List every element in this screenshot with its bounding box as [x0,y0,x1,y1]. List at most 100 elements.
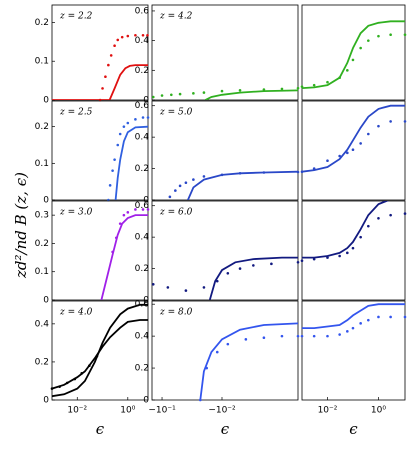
data-point [113,44,116,48]
curve [199,322,298,400]
curve [302,201,389,259]
data-point [280,87,284,91]
x-axis-label: ϵ [96,420,105,438]
curve [52,64,148,100]
data-point [166,286,170,289]
data-point [199,398,202,402]
data-point [146,116,150,119]
data-point [403,120,407,123]
data-point [88,364,91,368]
data-point [312,83,316,87]
data-point [300,170,304,174]
data-point [226,342,230,346]
panel-frame [301,100,406,201]
data-point [296,86,300,90]
y-tick-label: 0 [143,296,149,306]
data-point [118,132,122,136]
curve [208,256,298,300]
data-point [65,381,69,385]
data-point [126,121,130,125]
data-point [58,385,61,388]
data-point [244,338,248,341]
data-point [95,354,99,358]
y-tick-label: 0.4 [35,319,50,329]
data-point [120,35,124,39]
data-point [118,222,122,225]
data-point [109,54,113,57]
y-tick-label: 0.2 [135,264,149,274]
annotation: z = 3.0 [59,208,93,218]
data-point [300,334,304,338]
data-point [170,93,173,97]
data-point [134,208,137,211]
data-point [174,189,177,192]
curve [52,303,148,398]
curve [52,319,148,390]
curve [302,20,405,89]
data-point [178,184,182,188]
data-point [326,159,329,163]
x-axis-label: ϵ [349,420,358,438]
data-point [296,334,300,338]
y-tick-label: 0 [143,196,149,206]
data-point [351,148,355,152]
data-point [351,58,355,62]
x-tick-label: −10⁻² [208,406,236,416]
data-point [346,151,349,155]
data-point [113,158,116,161]
y-tick-label: 0.6 [135,201,150,211]
data-point [168,195,172,199]
panel-frame [151,300,299,401]
x-tick-label: 10⁰ [120,406,135,416]
data-point [312,167,316,170]
data-point [134,33,137,37]
data-point [346,69,349,72]
y-axis-label: zd²/nd B (z, ϵ) [12,172,30,279]
data-point [220,173,224,177]
annotation: z = 8.0 [159,308,193,318]
y-tick-label: 0.1 [35,159,49,169]
y-tick-label: 0.4 [135,332,150,342]
data-point [377,315,380,319]
y-tick-label: 0.2 [35,122,49,132]
y-tick-label: 0 [143,396,149,406]
annotation: z = 6.0 [159,208,193,218]
data-point [326,80,329,84]
data-point [389,315,392,319]
y-tick-label: 0.4 [135,36,150,46]
panel-frame [51,100,149,201]
data-point [359,322,362,325]
data-point [312,257,316,261]
y-tick-label: 0.6 [135,101,150,111]
data-point [184,289,188,292]
data-point [262,88,266,91]
data-point [377,216,380,220]
y-tick-label: 0.3 [35,211,49,221]
y-tick-label: 0.2 [135,66,149,76]
x-tick-label: 10⁻² [67,406,87,416]
y-tick-label: 0.2 [35,357,49,367]
panel-frame [301,200,406,301]
x-tick-label: −10⁻¹ [148,406,176,416]
y-tick-label: 0 [43,196,49,206]
data-point [202,175,206,178]
data-point [101,87,104,90]
annotation: z = 4.0 [59,308,93,318]
data-point [238,267,242,270]
y-tick-label: 0.2 [135,364,149,374]
data-point [108,184,112,187]
y-tick-label: 0.6 [135,300,150,310]
curve [100,214,148,300]
curve [302,104,405,173]
data-point [80,372,84,375]
curve [204,89,298,100]
data-point [141,208,145,211]
data-point [104,75,107,79]
y-tick-label: 0 [43,396,49,406]
data-point [151,95,155,99]
panel-frame [151,200,299,301]
data-point [338,154,341,158]
y-tick-label: 0.4 [135,133,150,143]
data-point [215,279,219,283]
